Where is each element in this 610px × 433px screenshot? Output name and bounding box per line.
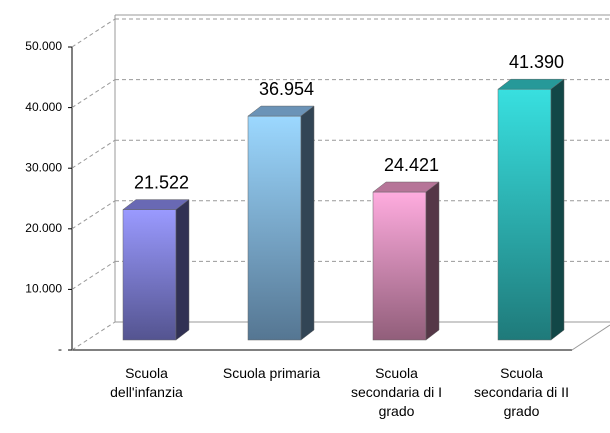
y-tick-label: 20.000 [25, 221, 62, 235]
value-label: 21.522 [134, 172, 189, 192]
grid-line-side [71, 260, 116, 290]
bar [497, 88, 552, 341]
x-tick-label: Scuola primaria [222, 365, 321, 381]
value-label: 24.421 [384, 155, 439, 175]
bar-side [300, 105, 315, 341]
x-tick-label: Scuola secondaria di II grado [474, 365, 569, 419]
value-label: 41.390 [509, 52, 564, 72]
bar [122, 209, 177, 341]
grid-line-side [71, 18, 116, 48]
grid-line-side [71, 139, 116, 169]
bar [247, 115, 302, 341]
y-tick-label: - [58, 342, 62, 356]
y-tick-label: 30.000 [25, 160, 62, 174]
x-tick-label: Scuola dell'infanzia [110, 365, 183, 400]
y-tick-label: 40.000 [25, 100, 62, 114]
bar-side [550, 78, 565, 341]
grid-line-side [71, 200, 116, 230]
bar-side [175, 199, 190, 341]
x-tick-label: Scuola secondaria di I grado [350, 365, 443, 419]
bar [372, 191, 427, 341]
y-tick-label: 50.000 [25, 39, 62, 53]
value-label: 36.954 [259, 79, 314, 99]
grid-line-side [71, 79, 116, 109]
bar-side [425, 181, 440, 341]
grid-line-side [71, 321, 116, 351]
floor-right [571, 324, 610, 351]
y-tick-label: 10.000 [25, 282, 62, 296]
